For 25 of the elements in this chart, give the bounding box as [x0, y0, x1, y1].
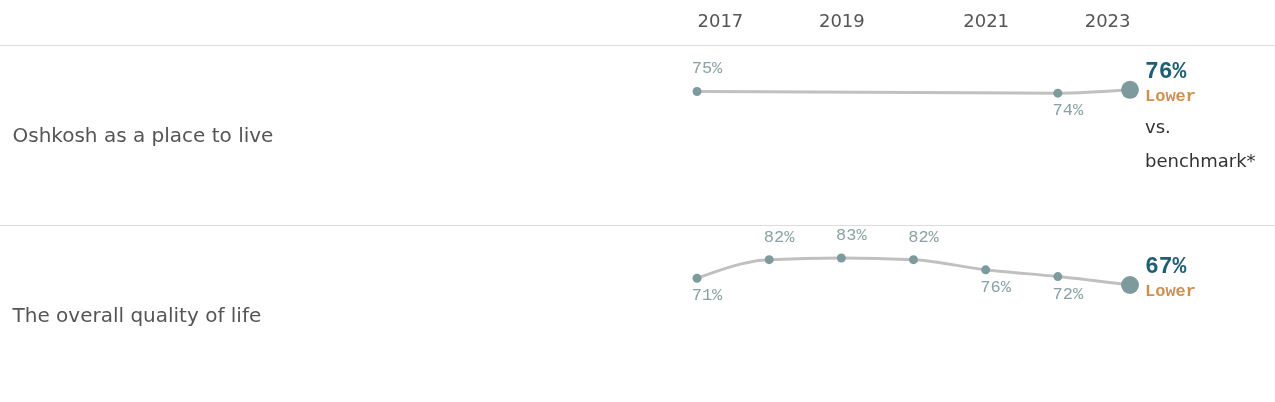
point	[909, 255, 918, 265]
x-tick-label: 2019	[818, 9, 865, 31]
data-label: 71%	[691, 286, 724, 306]
data-label: 72%	[1052, 284, 1084, 304]
data-label: 75%	[691, 59, 724, 79]
x-tick-label: 2017	[697, 9, 744, 31]
x-tick-label: 2023	[1084, 9, 1131, 31]
text: Lower	[1145, 86, 1197, 106]
x-tick-label: 2021	[963, 9, 1010, 31]
data-label: 74%	[1052, 101, 1084, 121]
point	[764, 255, 774, 265]
text: vs. benchmark*	[1145, 115, 1256, 171]
data-label: 83%	[836, 226, 868, 245]
data-label: 76%	[980, 277, 1012, 297]
y-axis-title: Oshkosh as a place to live	[12, 122, 274, 147]
y-axis-title: The overall quality of life	[11, 302, 262, 327]
data-label: 67%	[1145, 253, 1187, 280]
data-label: 82%	[908, 227, 940, 247]
text: Lower	[1145, 281, 1197, 301]
data-label: 82%	[763, 227, 796, 247]
data-label: 76%	[1145, 58, 1187, 85]
point	[981, 265, 991, 275]
point	[1053, 272, 1063, 282]
point	[692, 273, 702, 283]
point	[836, 253, 846, 263]
